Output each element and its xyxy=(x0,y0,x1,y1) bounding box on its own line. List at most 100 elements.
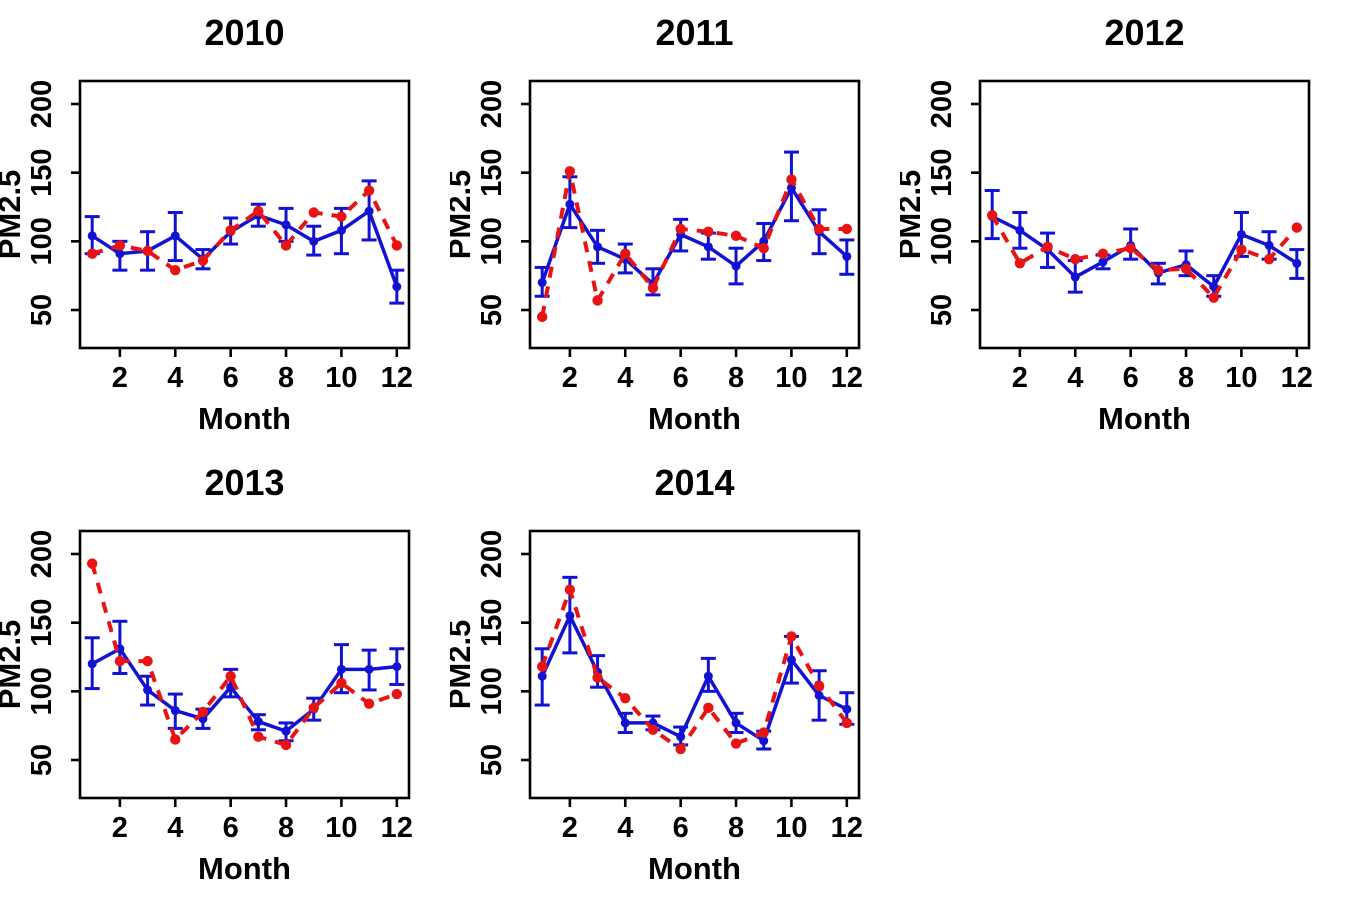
blue-series-point xyxy=(143,685,153,695)
blue-series-point xyxy=(842,251,852,261)
panel-empty xyxy=(900,450,1350,900)
red-series-point xyxy=(1263,253,1275,265)
blue-series-point xyxy=(170,231,180,241)
red-series-point xyxy=(308,207,319,218)
red-series-point xyxy=(280,739,292,751)
red-series-point xyxy=(647,724,659,735)
red-series-point xyxy=(813,680,825,692)
plot-box xyxy=(978,79,1311,350)
y-axis-label: PM2.5 xyxy=(900,170,927,260)
red-series-point xyxy=(1291,222,1303,233)
y-tick-label: 150 xyxy=(926,148,958,196)
y-tick-label: 150 xyxy=(26,598,58,646)
red-series-point xyxy=(1070,253,1081,265)
y-tick-label: 50 xyxy=(476,294,508,326)
y-tick-label: 100 xyxy=(476,217,508,265)
blue-series-point xyxy=(537,671,547,681)
plot-box xyxy=(528,529,861,800)
panel-2012: 2012 Month PM2.5 50 100 150 200 2 4 6 8 10 12 xyxy=(900,0,1350,450)
red-series-point xyxy=(1208,292,1219,303)
y-tick-label: 150 xyxy=(26,148,58,196)
red-series-point xyxy=(225,225,236,236)
red-series-point xyxy=(336,677,347,689)
blue-series-point xyxy=(115,249,125,259)
red-series-point xyxy=(675,223,686,235)
y-tick-label: 100 xyxy=(926,217,958,265)
y-tick-label: 100 xyxy=(26,217,58,265)
blue-series-point xyxy=(281,220,291,230)
blue-series-point xyxy=(170,706,180,716)
chart-title: 2010 xyxy=(204,12,284,53)
blue-series-point xyxy=(1098,257,1108,267)
blue-series-point xyxy=(1209,282,1219,292)
blue-series-point xyxy=(593,242,603,252)
red-series-point xyxy=(170,264,181,276)
chart-2011: 2011 Month PM2.5 50 100 150 200 2 4 6 8 10 12 xyxy=(450,12,863,436)
red-series-point xyxy=(391,688,403,700)
red-series-point xyxy=(1014,258,1026,269)
y-axis-label: PM2.5 xyxy=(0,170,27,260)
x-tick-label: 12 xyxy=(831,812,863,844)
red-series-point xyxy=(786,631,797,642)
red-series-point xyxy=(986,210,998,221)
x-tick-label: 10 xyxy=(1225,362,1257,394)
red-series-point xyxy=(758,243,769,254)
blue-series-point xyxy=(392,662,402,672)
plot-box xyxy=(78,79,411,350)
red-series-point xyxy=(703,226,714,237)
x-axis-label: Month xyxy=(198,851,291,886)
red-series-line xyxy=(990,214,1299,300)
red-series-point xyxy=(730,230,742,242)
x-tick-label: 8 xyxy=(278,812,294,844)
blue-series-point xyxy=(565,611,575,621)
blue-series-point xyxy=(731,718,741,728)
red-series-point xyxy=(142,245,153,257)
blue-series-point xyxy=(1070,272,1080,282)
blue-series-point xyxy=(731,261,741,271)
x-tick-label: 12 xyxy=(381,362,413,394)
red-series-point xyxy=(86,248,98,259)
blue-series-point xyxy=(1236,229,1246,239)
chart-title: 2014 xyxy=(654,462,734,503)
x-axis-label: Month xyxy=(648,851,741,886)
blue-series-point xyxy=(1292,258,1302,268)
blue-series-point xyxy=(842,704,852,714)
red-series-point xyxy=(620,248,631,259)
red-series-point xyxy=(592,295,603,306)
red-series-point xyxy=(813,223,825,235)
x-tick-label: 4 xyxy=(167,812,183,844)
red-series-line xyxy=(540,169,847,318)
x-tick-label: 2 xyxy=(112,812,128,844)
x-tick-label: 12 xyxy=(381,812,413,844)
chart-title: 2013 xyxy=(204,462,284,503)
x-tick-label: 6 xyxy=(673,362,689,394)
red-series-point xyxy=(197,706,209,718)
x-tick-label: 4 xyxy=(167,362,183,394)
red-series-point xyxy=(841,717,853,729)
blue-series-point xyxy=(253,717,263,727)
x-tick-label: 12 xyxy=(1281,362,1313,394)
x-axis-label: Month xyxy=(198,401,291,436)
blue-series-point xyxy=(392,282,402,292)
red-series-point xyxy=(536,661,548,672)
plot-box xyxy=(78,529,411,800)
x-tick-label: 4 xyxy=(617,812,633,844)
red-series-point xyxy=(703,702,714,714)
x-tick-label: 2 xyxy=(1012,362,1028,394)
blue-series-point xyxy=(87,659,97,669)
red-series-point xyxy=(336,211,347,222)
x-tick-label: 8 xyxy=(728,812,744,844)
chart-2014: 2014 Month PM2.5 50 100 150 200 2 4 6 8 10 12 xyxy=(450,462,863,886)
blue-series-point xyxy=(87,231,97,241)
red-series-point xyxy=(1180,263,1192,275)
red-series-point xyxy=(647,282,659,294)
x-axis-label: Month xyxy=(648,401,741,436)
y-axis-label: PM2.5 xyxy=(0,620,27,710)
x-tick-label: 10 xyxy=(775,362,807,394)
panel-2014: 2014 Month PM2.5 50 100 150 200 2 4 6 8 10 12 xyxy=(450,450,900,900)
x-tick-label: 8 xyxy=(728,362,744,394)
x-tick-label: 6 xyxy=(223,812,239,844)
red-series-point xyxy=(1042,241,1053,253)
x-tick-label: 6 xyxy=(1123,362,1139,394)
blue-series-point xyxy=(1264,240,1274,250)
